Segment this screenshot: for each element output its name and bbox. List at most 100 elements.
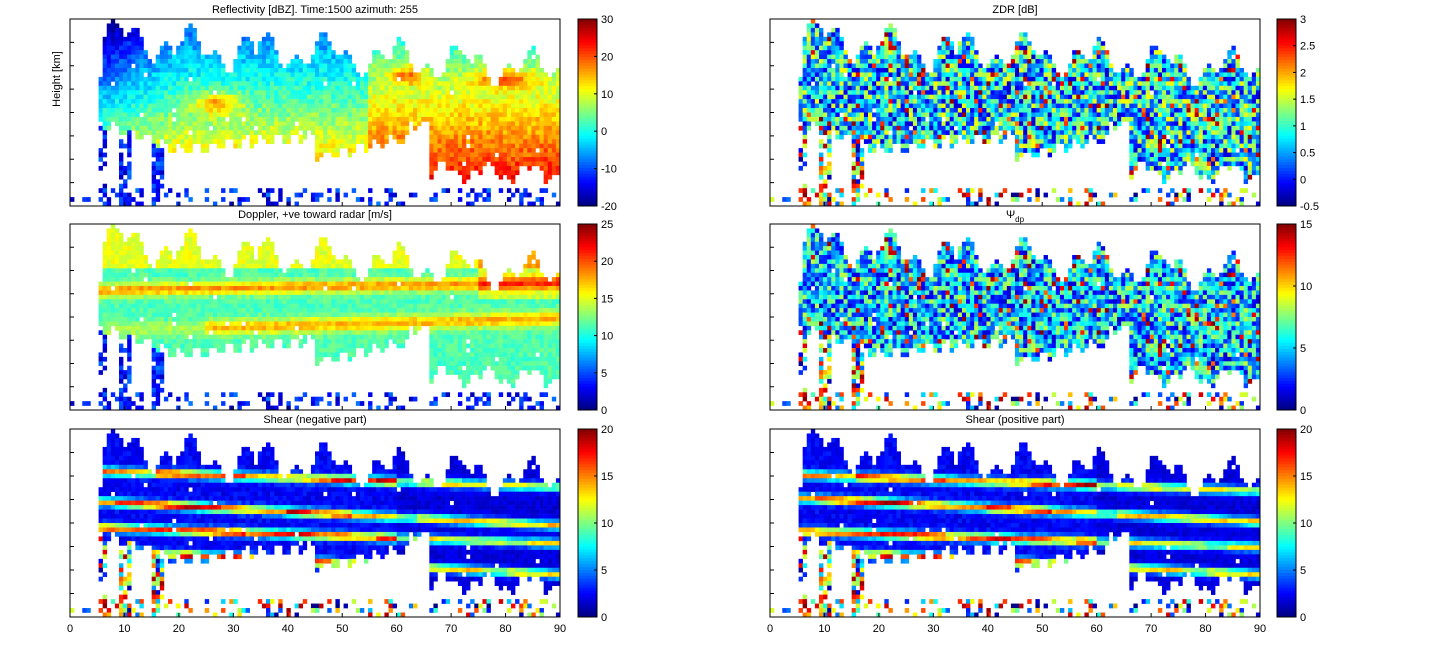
heatmap-cell <box>376 90 380 95</box>
heatmap-cell <box>503 121 507 126</box>
heatmap-cell <box>1170 144 1174 149</box>
heatmap-cell <box>1064 113 1068 118</box>
heatmap-cell <box>454 64 458 69</box>
heatmap-cell <box>131 117 135 122</box>
heatmap-cell <box>1101 86 1105 91</box>
heatmap-cell <box>503 108 507 113</box>
heatmap-cell <box>1052 121 1056 126</box>
heatmap-cell <box>119 86 123 91</box>
heatmap-cell <box>193 130 197 135</box>
heatmap-cell <box>991 81 995 86</box>
heatmap-cell <box>799 188 803 193</box>
heatmap-cell <box>1093 86 1097 91</box>
heatmap-cell <box>1056 72 1060 77</box>
heatmap-cell <box>519 144 523 149</box>
heatmap-cell <box>397 81 401 86</box>
heatmap-cell <box>1174 126 1178 131</box>
heatmap-cell <box>1093 59 1097 64</box>
heatmap-cell <box>913 55 917 60</box>
heatmap-cell <box>348 68 352 73</box>
heatmap-cell <box>1162 77 1166 82</box>
heatmap-cell <box>954 108 958 113</box>
heatmap-cell <box>872 77 876 82</box>
heatmap-cell <box>946 64 950 69</box>
heatmap-cell <box>127 117 131 122</box>
heatmap-cell <box>1003 72 1007 77</box>
heatmap-cell <box>197 99 201 104</box>
heatmap-cell <box>1203 139 1207 144</box>
heatmap-cell <box>470 161 474 166</box>
heatmap-cell <box>811 50 815 55</box>
heatmap-cell <box>970 55 974 60</box>
heatmap-cell <box>295 113 299 118</box>
heatmap-cell <box>327 130 331 135</box>
heatmap-cell <box>1019 144 1023 149</box>
heatmap-cell <box>1125 68 1129 73</box>
heatmap-cell <box>446 81 450 86</box>
heatmap-cell <box>1084 99 1088 104</box>
heatmap-cell <box>311 130 315 135</box>
heatmap-cell <box>1084 117 1088 122</box>
heatmap-cell <box>144 130 148 135</box>
heatmap-cell <box>966 55 970 60</box>
heatmap-cell <box>831 95 835 100</box>
heatmap-cell <box>127 153 131 158</box>
heatmap-cell <box>335 148 339 153</box>
heatmap-cell <box>193 86 197 91</box>
heatmap-cell <box>1166 104 1170 109</box>
heatmap-cell <box>188 108 192 113</box>
heatmap-cell <box>123 104 127 109</box>
heatmap-cell <box>319 59 323 64</box>
heatmap-cell <box>258 113 262 118</box>
heatmap-cell <box>929 72 933 77</box>
heatmap-cell <box>856 121 860 126</box>
heatmap-cell <box>364 139 368 144</box>
heatmap-cell <box>1113 72 1117 77</box>
heatmap-cell <box>160 108 164 113</box>
heatmap-cell <box>286 130 290 135</box>
heatmap-cell <box>884 108 888 113</box>
heatmap-cell <box>319 64 323 69</box>
heatmap-cell <box>107 121 111 126</box>
heatmap-cell <box>421 95 425 100</box>
heatmap-cell <box>835 77 839 82</box>
heatmap-cell <box>429 126 433 131</box>
heatmap-cell <box>127 193 131 198</box>
heatmap-cell <box>1015 126 1019 131</box>
heatmap-cell <box>839 46 843 51</box>
heatmap-cell <box>458 72 462 77</box>
heatmap-cell <box>299 126 303 131</box>
colorbar-step <box>578 191 597 194</box>
colorbar-step <box>578 34 597 37</box>
heatmap-cell <box>876 72 880 77</box>
heatmap-cell <box>1068 144 1072 149</box>
heatmap-cell <box>217 144 221 149</box>
heatmap-cell <box>937 86 941 91</box>
heatmap-cell <box>929 130 933 135</box>
heatmap-cell <box>442 153 446 158</box>
heatmap-cell <box>429 86 433 91</box>
heatmap-cell <box>1166 113 1170 118</box>
heatmap-cell <box>848 95 852 100</box>
heatmap-cell <box>1023 95 1027 100</box>
heatmap-cell <box>458 99 462 104</box>
heatmap-cell <box>131 37 135 42</box>
heatmap-cell <box>819 197 823 202</box>
heatmap-cell <box>937 50 941 55</box>
heatmap-cell <box>1101 72 1105 77</box>
heatmap-cell <box>835 99 839 104</box>
heatmap-cell <box>397 37 401 42</box>
heatmap-cell <box>1150 121 1154 126</box>
heatmap-cell <box>115 77 119 82</box>
heatmap-cell <box>168 99 172 104</box>
heatmap-cell <box>929 126 933 131</box>
heatmap-cell <box>819 41 823 46</box>
heatmap-cell <box>242 55 246 60</box>
heatmap-cell <box>405 90 409 95</box>
heatmap-cell <box>229 99 233 104</box>
heatmap-cell <box>311 81 315 86</box>
heatmap-cell <box>1056 104 1060 109</box>
heatmap-cell <box>221 197 225 202</box>
heatmap-cell <box>360 135 364 140</box>
heatmap-cell <box>1031 81 1035 86</box>
